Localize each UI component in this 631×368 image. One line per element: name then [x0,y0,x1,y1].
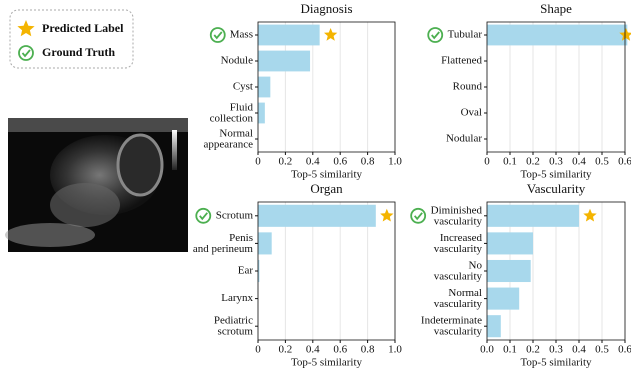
bar [487,260,531,282]
ground-truth-check-mark [214,32,222,38]
x-tick-label: 0.2 [526,156,540,168]
x-tick-label: 0.8 [361,344,375,356]
x-tick-label: 0.1 [503,156,517,168]
x-tick-label: 0.2 [279,344,293,356]
chart-title: Organ [310,181,343,196]
y-tick-label: Tubular [448,29,483,41]
bar [487,232,533,254]
predicted-star [380,209,393,222]
bar [487,288,519,310]
bar [258,205,376,227]
x-axis-label: Top-5 similarity [291,169,363,181]
bar [258,77,270,98]
ground-truth-check-mark [432,32,440,38]
ground-truth-check [428,28,442,42]
x-tick-label: 0.0 [480,344,494,356]
x-tick-label: 0 [255,344,261,356]
ground-truth-check [196,209,210,223]
bar [258,25,320,46]
ground-truth-check-mark [200,213,208,219]
ground-truth-check [411,209,425,223]
y-tick-label: Nodule [221,55,254,67]
y-tick-label: Flattened [441,55,482,67]
y-tick-label: Round [453,81,483,93]
x-tick-label: 0.4 [306,344,320,356]
predicted-star [324,28,337,41]
x-tick-label: 1.0 [388,156,402,168]
ground-truth-check-mark [23,50,31,56]
chart-title: Vascularity [527,181,586,196]
legend-predicted: Predicted Label [42,21,124,35]
x-axis-label: Top-5 similarity [520,169,592,181]
chart-title: Diagnosis [301,1,353,16]
x-tick-label: 1.0 [388,344,402,356]
y-tick-label: Nodular [446,133,482,145]
bar [487,205,579,227]
figure: Predicted Label Ground Truth Diagnosis 0 0… [0,0,631,368]
y-tick-label: Mass [230,29,253,41]
ground-truth-check [19,46,33,60]
x-tick-label: 0.6 [333,156,347,168]
bar [487,25,627,46]
x-tick-label: 0.1 [503,344,517,356]
x-tick-label: 0.3 [549,344,563,356]
predicted-star [17,20,34,36]
x-tick-label: 0.4 [306,156,320,168]
ground-truth-check-mark [415,213,423,219]
x-tick-label: 0.5 [595,344,609,356]
bar [258,103,265,124]
x-tick-label: 0.5 [595,156,609,168]
x-axis-label: Top-5 similarity [291,357,363,368]
x-tick-label: 0.4 [572,156,586,168]
bar [258,51,310,72]
bar [258,232,272,254]
x-tick-label: 0.2 [526,344,540,356]
y-tick-label: Ear [238,265,254,277]
chart-title: Shape [540,1,572,16]
legend-ground-truth: Ground Truth [42,45,115,59]
y-tick-label: Larynx [221,292,253,304]
x-tick-label: 0.2 [279,156,293,168]
x-tick-label: 0.8 [361,156,375,168]
x-tick-label: 0.6 [618,156,631,168]
x-axis-label: Top-5 similarity [520,357,592,368]
ground-truth-check [211,28,225,42]
bar [487,315,501,337]
y-tick-label: Cyst [233,81,253,93]
x-tick-label: 0.3 [549,156,563,168]
x-tick-label: 0.4 [572,344,586,356]
x-tick-label: 0.6 [333,344,347,356]
ultrasound-image [5,118,188,252]
y-tick-label: Scrotum [216,209,254,221]
y-tick-label: Oval [461,107,482,119]
x-tick-label: 0 [484,156,490,168]
predicted-star [583,209,596,222]
x-tick-label: 0 [255,156,261,168]
x-tick-label: 0.6 [618,344,631,356]
